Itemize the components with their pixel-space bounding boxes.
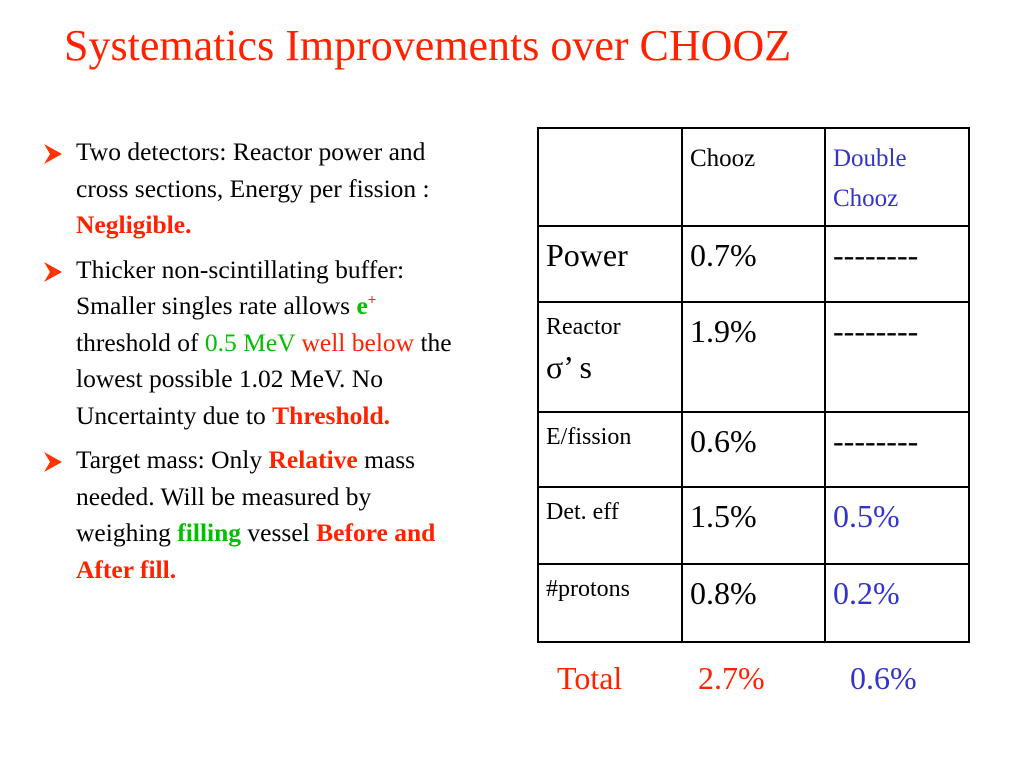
bullet: Two detectors: Reactor power and cross s… xyxy=(40,134,460,244)
double-chooz-cell: 0.2% xyxy=(824,563,970,643)
bullet: Target mass: Only Relative mass needed. … xyxy=(40,442,460,588)
label-line: #protons xyxy=(546,576,630,602)
text: mass needed. Will be measured by weighin… xyxy=(76,445,416,547)
comparison-table: Chooz Double Chooz Power 0.7% -------- Reac… xyxy=(537,127,970,643)
bullet-arrow xyxy=(44,261,62,282)
empty-cell xyxy=(537,127,683,227)
highlight: well below xyxy=(295,327,415,357)
row-label: E/fission xyxy=(537,411,683,488)
text: the lowest possible 1.02 MeV. No Uncerta… xyxy=(76,327,452,430)
header-cell: Chooz xyxy=(681,127,826,227)
chooz-cell: 1.5% xyxy=(681,486,826,565)
chooz-cell: 0.8% xyxy=(681,563,826,643)
table-row: Power 0.7% -------- xyxy=(537,225,970,303)
double-chooz-cell: -------- xyxy=(824,411,970,488)
total-double-chooz: 0.6% xyxy=(850,660,917,696)
row-label: Det. eff xyxy=(537,486,683,565)
text: threshold of xyxy=(76,327,205,357)
total-chooz: 2.7% xyxy=(698,660,765,696)
highlight: e xyxy=(356,291,368,320)
table-row: #protons 0.8% 0.2% xyxy=(537,563,970,643)
label-line: E/fission xyxy=(546,424,632,450)
chooz-cell: 0.7% xyxy=(681,225,826,303)
slide-title: Systematics Improvements over CHOOZ xyxy=(64,21,792,70)
text: Two detectors: Reactor power and cross s… xyxy=(76,137,430,203)
highlight: 0.5 MeV xyxy=(204,327,296,357)
highlight: Threshold. xyxy=(272,400,391,430)
row-label: Reactor σ’ s xyxy=(537,301,683,413)
header-row: Chooz Double Chooz xyxy=(537,127,970,227)
double-chooz-cell: -------- xyxy=(824,225,970,303)
highlight: Relative xyxy=(268,445,358,474)
text: Target mass: Only xyxy=(76,445,269,474)
table-row: E/fission 0.6% -------- xyxy=(537,411,970,488)
double-chooz-cell: 0.5% xyxy=(824,486,970,565)
highlight: Before and After fill. xyxy=(76,518,436,584)
row-label: Power xyxy=(537,225,683,303)
bullet-list: Two detectors: Reactor power and cross s… xyxy=(40,134,460,596)
double-chooz-cell: -------- xyxy=(824,301,970,413)
superscript: + xyxy=(367,292,377,309)
table-row: Reactor σ’ s 1.9% -------- xyxy=(537,301,970,413)
label-line: Det. eff xyxy=(546,499,619,525)
chooz-cell: 1.9% xyxy=(681,301,826,413)
chooz-cell: 0.6% xyxy=(681,411,826,488)
highlight: Negligible. xyxy=(76,210,192,239)
label-line: σ’ s xyxy=(546,349,592,385)
label-line: Reactor xyxy=(546,314,621,340)
bullet-arrow xyxy=(44,144,62,164)
header-cell: Double Chooz xyxy=(824,127,970,227)
table-row: Det. eff 1.5% 0.5% xyxy=(537,486,970,565)
highlight: filling xyxy=(177,518,242,547)
bullet: Thicker non-scintillating buffer: Smalle… xyxy=(40,252,460,435)
bullet-arrow xyxy=(44,452,62,472)
text: vessel xyxy=(241,518,317,547)
row-label: #protons xyxy=(537,563,683,643)
table-body: Chooz Double Chooz Power 0.7% -------- Reac… xyxy=(537,127,970,643)
label-line: Power xyxy=(546,237,628,273)
total-label: Total xyxy=(557,660,623,696)
text: Thicker non-scintillating buffer: Smalle… xyxy=(76,254,405,321)
